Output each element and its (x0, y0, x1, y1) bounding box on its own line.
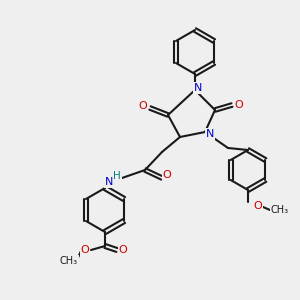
Text: O: O (81, 245, 89, 255)
Text: H: H (113, 171, 121, 181)
Text: O: O (254, 201, 262, 211)
Text: N: N (194, 83, 202, 93)
Text: O: O (139, 101, 147, 111)
Text: O: O (163, 170, 171, 180)
Text: N: N (105, 177, 113, 187)
Text: CH₃: CH₃ (60, 256, 78, 266)
Text: CH₃: CH₃ (271, 205, 289, 215)
Text: O: O (118, 245, 127, 255)
Text: N: N (206, 129, 214, 139)
Text: O: O (235, 100, 243, 110)
